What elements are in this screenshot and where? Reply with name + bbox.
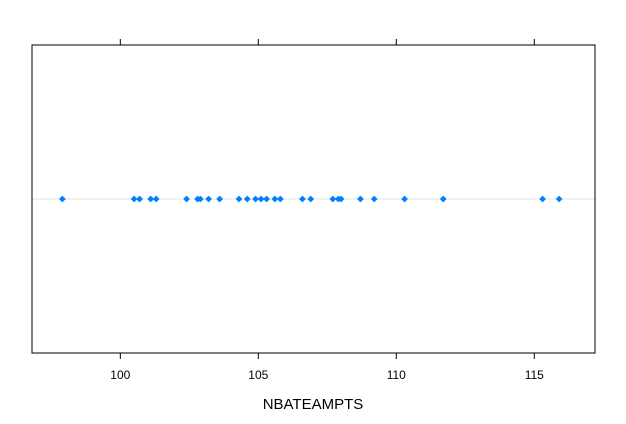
data-point <box>299 195 306 203</box>
data-point <box>216 195 224 203</box>
data-point <box>183 195 190 203</box>
data-point <box>235 195 243 203</box>
points-layer <box>58 195 563 203</box>
plot-frame <box>31 44 596 354</box>
data-point <box>401 195 408 203</box>
data-point <box>337 195 345 203</box>
x-tick-label: 110 <box>387 368 406 382</box>
data-point <box>205 195 213 203</box>
tick-marks <box>119 39 535 359</box>
data-point <box>58 195 66 203</box>
data-point <box>252 195 259 203</box>
data-point <box>136 195 144 203</box>
data-point <box>307 195 315 203</box>
x-axis-title: NBATEAMPTS <box>263 396 364 413</box>
tick-labels: 100 105 110 115 <box>110 368 544 382</box>
data-point <box>130 195 138 203</box>
data-point <box>276 195 284 203</box>
x-tick-label: 105 <box>248 368 268 382</box>
data-point <box>147 195 155 203</box>
data-point <box>263 195 270 203</box>
x-tick-label: 115 <box>525 368 544 382</box>
data-point <box>257 195 265 203</box>
data-point <box>439 195 447 203</box>
data-point <box>271 195 279 203</box>
data-point <box>243 195 251 203</box>
data-point <box>196 195 204 203</box>
data-point <box>539 195 546 203</box>
data-point <box>357 195 364 203</box>
data-point <box>329 195 337 203</box>
data-point <box>152 195 160 203</box>
data-point <box>370 195 378 203</box>
data-point <box>555 195 563 203</box>
x-tick-label: 100 <box>110 368 130 382</box>
